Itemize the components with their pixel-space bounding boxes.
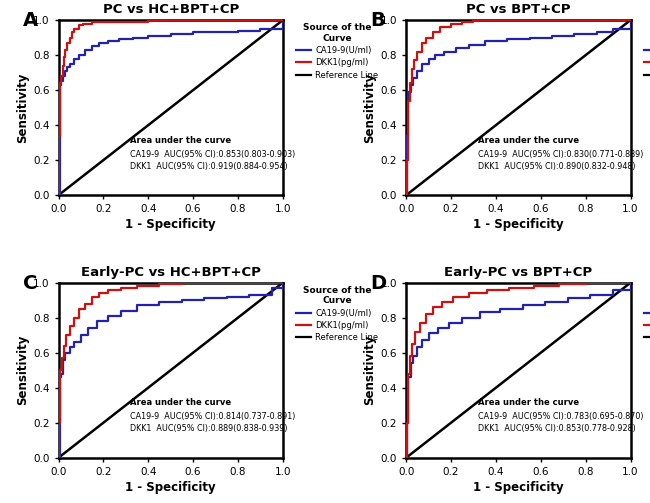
Text: A: A: [23, 12, 38, 30]
Text: Area under the curve: Area under the curve: [478, 136, 579, 145]
Legend: CA19-9(U/ml), DKK1(pg/ml), Reference Line: CA19-9(U/ml), DKK1(pg/ml), Reference Lin…: [294, 21, 381, 82]
Text: CA19-9  AUC(95% CI):0.783(0.695-0.870): CA19-9 AUC(95% CI):0.783(0.695-0.870): [478, 412, 644, 421]
Text: Area under the curve: Area under the curve: [478, 398, 579, 407]
Title: PC vs BPT+CP: PC vs BPT+CP: [466, 3, 571, 16]
Title: PC vs HC+BPT+CP: PC vs HC+BPT+CP: [103, 3, 239, 16]
Text: DKK1  AUC(95% CI):0.890(0.832-0.948): DKK1 AUC(95% CI):0.890(0.832-0.948): [478, 162, 636, 171]
Text: B: B: [370, 12, 385, 30]
Text: Area under the curve: Area under the curve: [130, 136, 231, 145]
Title: Early-PC vs BPT+CP: Early-PC vs BPT+CP: [445, 266, 592, 279]
Text: CA19-9  AUC(95% CI):0.853(0.803-0.903): CA19-9 AUC(95% CI):0.853(0.803-0.903): [130, 150, 296, 158]
Text: CA19-9  AUC(95% CI):0.830(0.771-0.889): CA19-9 AUC(95% CI):0.830(0.771-0.889): [478, 150, 644, 158]
Title: Early-PC vs HC+BPT+CP: Early-PC vs HC+BPT+CP: [81, 266, 261, 279]
Text: C: C: [23, 274, 37, 293]
Y-axis label: Sensitivity: Sensitivity: [16, 335, 29, 405]
Y-axis label: Sensitivity: Sensitivity: [363, 72, 376, 143]
Text: Area under the curve: Area under the curve: [130, 398, 231, 407]
Text: D: D: [370, 274, 386, 293]
Legend: CA19-9(U/ml), DKK1(pg/ml), Reference Line: CA19-9(U/ml), DKK1(pg/ml), Reference Lin…: [642, 283, 650, 345]
Legend: CA19-9(U/ml), DKK1(pg/ml), Reference Line: CA19-9(U/ml), DKK1(pg/ml), Reference Lin…: [294, 283, 381, 345]
X-axis label: 1 - Specificity: 1 - Specificity: [473, 481, 564, 494]
X-axis label: 1 - Specificity: 1 - Specificity: [125, 481, 216, 494]
X-axis label: 1 - Specificity: 1 - Specificity: [473, 218, 564, 231]
Text: DKK1  AUC(95% CI):0.919(0.884-0.954): DKK1 AUC(95% CI):0.919(0.884-0.954): [130, 162, 288, 171]
Text: CA19-9  AUC(95% CI):0.814(0.737-0.891): CA19-9 AUC(95% CI):0.814(0.737-0.891): [130, 412, 296, 421]
Y-axis label: Sensitivity: Sensitivity: [16, 72, 29, 143]
X-axis label: 1 - Specificity: 1 - Specificity: [125, 218, 216, 231]
Text: DKK1  AUC(95% CI):0.889(0.838-0.939): DKK1 AUC(95% CI):0.889(0.838-0.939): [130, 425, 288, 434]
Y-axis label: Sensitivity: Sensitivity: [363, 335, 376, 405]
Text: DKK1  AUC(95% CI):0.853(0.778-0.928): DKK1 AUC(95% CI):0.853(0.778-0.928): [478, 425, 636, 434]
Legend: CA19-9(U/ml), DKK1(pg/ml), Reference Line: CA19-9(U/ml), DKK1(pg/ml), Reference Lin…: [642, 21, 650, 82]
